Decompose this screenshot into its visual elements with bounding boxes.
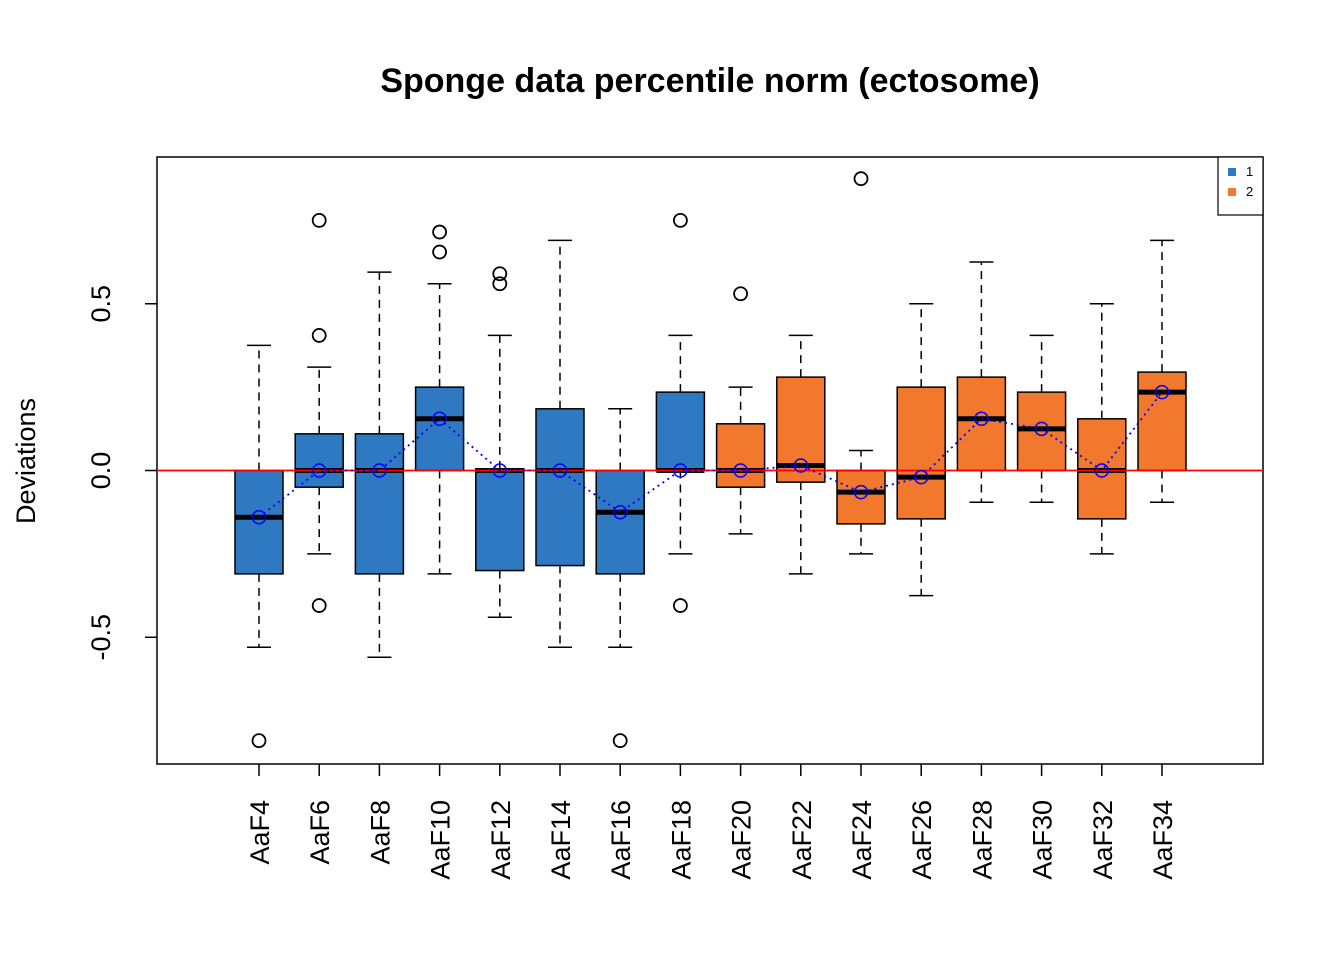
x-tick-label: AaF16: [606, 800, 636, 880]
y-tick-label: -0.5: [86, 614, 116, 661]
outlier-point: [612, 733, 628, 749]
mean-point: [251, 509, 267, 525]
box: [595, 469, 645, 575]
x-tick-label: AaF6: [305, 800, 335, 865]
y-tick-label: 0.5: [86, 285, 116, 323]
x-tick-label: AaF12: [486, 800, 516, 880]
box: [234, 469, 284, 575]
x-tick-label: AaF10: [426, 800, 456, 880]
box: [836, 469, 886, 525]
x-tick-label: AaF30: [1028, 800, 1058, 880]
box: [475, 468, 525, 572]
box: [1016, 391, 1067, 472]
x-tick-label: AaF32: [1088, 800, 1118, 880]
x-tick-label: AaF8: [365, 800, 395, 865]
mean-point: [974, 411, 989, 427]
box: [655, 391, 706, 472]
outlier-point: [432, 224, 448, 240]
mean-point: [1154, 384, 1170, 400]
outlier-point: [733, 286, 748, 302]
mean-point: [612, 504, 628, 520]
legend-box: [1217, 156, 1264, 216]
outlier-point: [492, 276, 508, 292]
legend-swatch: [1228, 168, 1236, 176]
mean-point: [1094, 463, 1110, 478]
mean-point: [432, 411, 447, 427]
x-tick-label: AaF34: [1148, 800, 1178, 880]
box: [354, 433, 405, 575]
legend-label: 1: [1246, 164, 1253, 179]
outlier-point: [251, 733, 267, 749]
plot-frame: [156, 156, 1264, 765]
outlier-point: [311, 328, 327, 343]
outlier-point: [492, 266, 508, 282]
mean-point: [913, 469, 929, 485]
x-tick-label: AaF18: [666, 800, 696, 880]
outlier-point: [673, 212, 688, 228]
box: [715, 423, 766, 488]
chart-title: Sponge data percentile norm (ectosome): [380, 62, 1039, 100]
outlier-point: [311, 212, 327, 228]
mean-point: [733, 463, 748, 478]
x-tick-label: AaF22: [787, 800, 817, 880]
box: [1137, 371, 1187, 472]
mean-point: [1034, 421, 1049, 437]
mean-point: [311, 463, 327, 478]
box: [896, 386, 946, 520]
box: [294, 433, 344, 488]
mean-point: [372, 463, 387, 478]
legend-label: 2: [1246, 184, 1253, 199]
x-tick-label: AaF28: [967, 800, 997, 880]
box: [535, 408, 585, 567]
x-tick-label: AaF26: [907, 800, 937, 880]
box: [956, 376, 1007, 472]
outlier-point: [432, 244, 448, 260]
y-tick-label: 0.0: [86, 452, 116, 490]
plot-area: -0.5 0.0 0.5 AaF4 AaF6 AaF8 AaF10 AaF12 AaF14 AaF…: [86, 156, 1264, 880]
mean-point: [853, 484, 869, 500]
box: [414, 386, 465, 472]
mean-point: [552, 463, 568, 478]
mean-point: [673, 463, 688, 478]
legend-swatch: [1228, 188, 1236, 196]
y-axis-label: Deviations: [11, 398, 41, 524]
x-tick-label: AaF14: [546, 800, 576, 880]
outlier-point: [311, 598, 327, 613]
x-tick-label: AaF20: [727, 800, 757, 880]
mean-point: [492, 463, 508, 478]
x-tick-label: AaF24: [847, 800, 877, 880]
mean-point: [793, 458, 809, 473]
mean-line: [258, 391, 1163, 518]
x-tick-label: AaF4: [245, 800, 275, 865]
outlier-point: [673, 598, 688, 613]
outlier-point: [853, 171, 869, 187]
